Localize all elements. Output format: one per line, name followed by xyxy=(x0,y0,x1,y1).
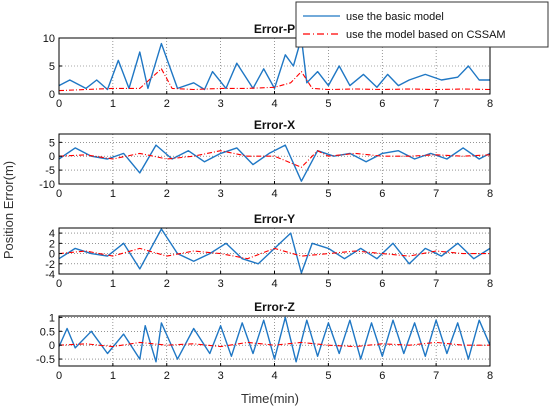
x-tick-label: 6 xyxy=(379,188,385,200)
x-tick-label: 1 xyxy=(110,98,116,110)
series-line-cssam xyxy=(58,150,491,168)
x-tick-label: 1 xyxy=(110,370,116,382)
x-tick-label: 3 xyxy=(218,98,224,110)
y-tick-label: 4 xyxy=(49,228,55,240)
x-tick-label: 0 xyxy=(56,370,62,382)
x-tick-label: 4 xyxy=(271,370,277,382)
x-tick-label: 3 xyxy=(218,370,224,382)
y-tick-label: -5 xyxy=(45,165,55,177)
x-tick-label: 0 xyxy=(56,188,62,200)
x-tick-label: 5 xyxy=(325,188,331,200)
legend-label-cssam: use the model based on CSSAM xyxy=(346,29,506,41)
x-tick-label: 1 xyxy=(110,278,116,290)
x-axis-label: Time(min) xyxy=(241,391,299,406)
series-line-basic xyxy=(58,316,491,363)
panel-title: Error-P xyxy=(254,22,295,36)
x-tick-label: 5 xyxy=(325,98,331,110)
x-tick-label: 2 xyxy=(164,98,170,110)
y-tick-label: 5 xyxy=(49,61,55,73)
y-tick-label: 0 xyxy=(49,89,55,101)
series-line-cssam xyxy=(58,68,491,92)
y-tick-label: 0.5 xyxy=(40,326,55,338)
x-tick-label: 2 xyxy=(164,188,170,200)
x-tick-label: 4 xyxy=(271,98,277,110)
series-line-cssam xyxy=(58,247,490,260)
x-tick-label: 6 xyxy=(379,278,385,290)
x-tick-label: 2 xyxy=(164,278,170,290)
x-tick-label: 4 xyxy=(271,188,277,200)
legend: use the basic model use the model based … xyxy=(295,1,549,48)
x-tick-label: 6 xyxy=(379,98,385,110)
y-tick-label: 2 xyxy=(49,238,55,250)
y-tick-label: 1 xyxy=(49,312,55,324)
x-tick-label: 2 xyxy=(164,370,170,382)
x-tick-label: 8 xyxy=(487,188,493,200)
x-tick-label: 6 xyxy=(379,370,385,382)
y-tick-label: -4 xyxy=(45,269,55,281)
panel-title: Error-Y xyxy=(254,212,295,226)
y-tick-label: -0.5 xyxy=(36,354,55,366)
x-tick-label: 7 xyxy=(433,188,439,200)
y-tick-label: 5 xyxy=(49,137,55,149)
series-line-basic xyxy=(58,37,490,91)
x-tick-label: 7 xyxy=(433,98,439,110)
y-tick-label: 0 xyxy=(49,249,55,261)
y-tick-label: -2 xyxy=(45,259,55,271)
y-tick-label: -10 xyxy=(39,179,55,191)
legend-box xyxy=(295,1,549,48)
y-tick-label: 10 xyxy=(43,33,55,45)
x-tick-label: 0 xyxy=(56,278,62,290)
series-line-cssam xyxy=(58,341,490,348)
x-tick-label: 8 xyxy=(487,98,493,110)
x-tick-label: 5 xyxy=(325,370,331,382)
x-tick-label: 3 xyxy=(218,188,224,200)
x-tick-label: 8 xyxy=(487,278,493,290)
series-line-basic xyxy=(58,144,491,182)
x-tick-label: 1 xyxy=(110,188,116,200)
y-tick-label: 0 xyxy=(49,340,55,352)
y-tick-label: 0 xyxy=(49,151,55,163)
x-tick-label: 7 xyxy=(433,278,439,290)
x-tick-label: 4 xyxy=(271,278,277,290)
x-tick-label: 0 xyxy=(56,98,62,110)
legend-label-basic: use the basic model xyxy=(346,11,444,23)
x-tick-label: 7 xyxy=(433,370,439,382)
x-tick-label: 5 xyxy=(325,278,331,290)
x-tick-label: 8 xyxy=(487,370,493,382)
panel-title: Error-X xyxy=(254,118,295,132)
series-line-basic xyxy=(58,228,491,274)
panel-title: Error-Z xyxy=(254,300,295,314)
x-tick-label: 3 xyxy=(218,278,224,290)
y-axis-label: Position Error(m) xyxy=(1,161,16,259)
